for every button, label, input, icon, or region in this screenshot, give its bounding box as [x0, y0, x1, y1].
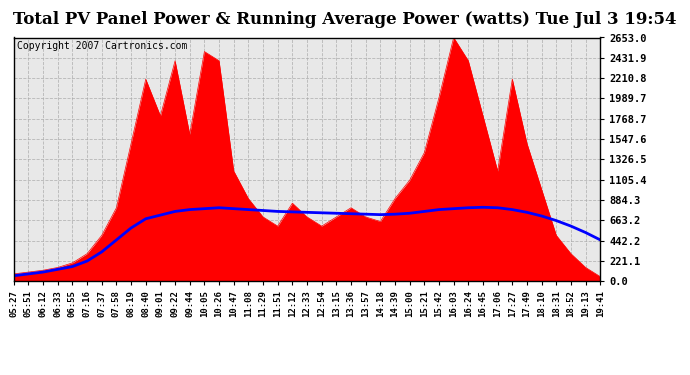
Text: Total PV Panel Power & Running Average Power (watts) Tue Jul 3 19:54: Total PV Panel Power & Running Average P…	[13, 11, 677, 28]
Text: Copyright 2007 Cartronics.com: Copyright 2007 Cartronics.com	[17, 41, 187, 51]
